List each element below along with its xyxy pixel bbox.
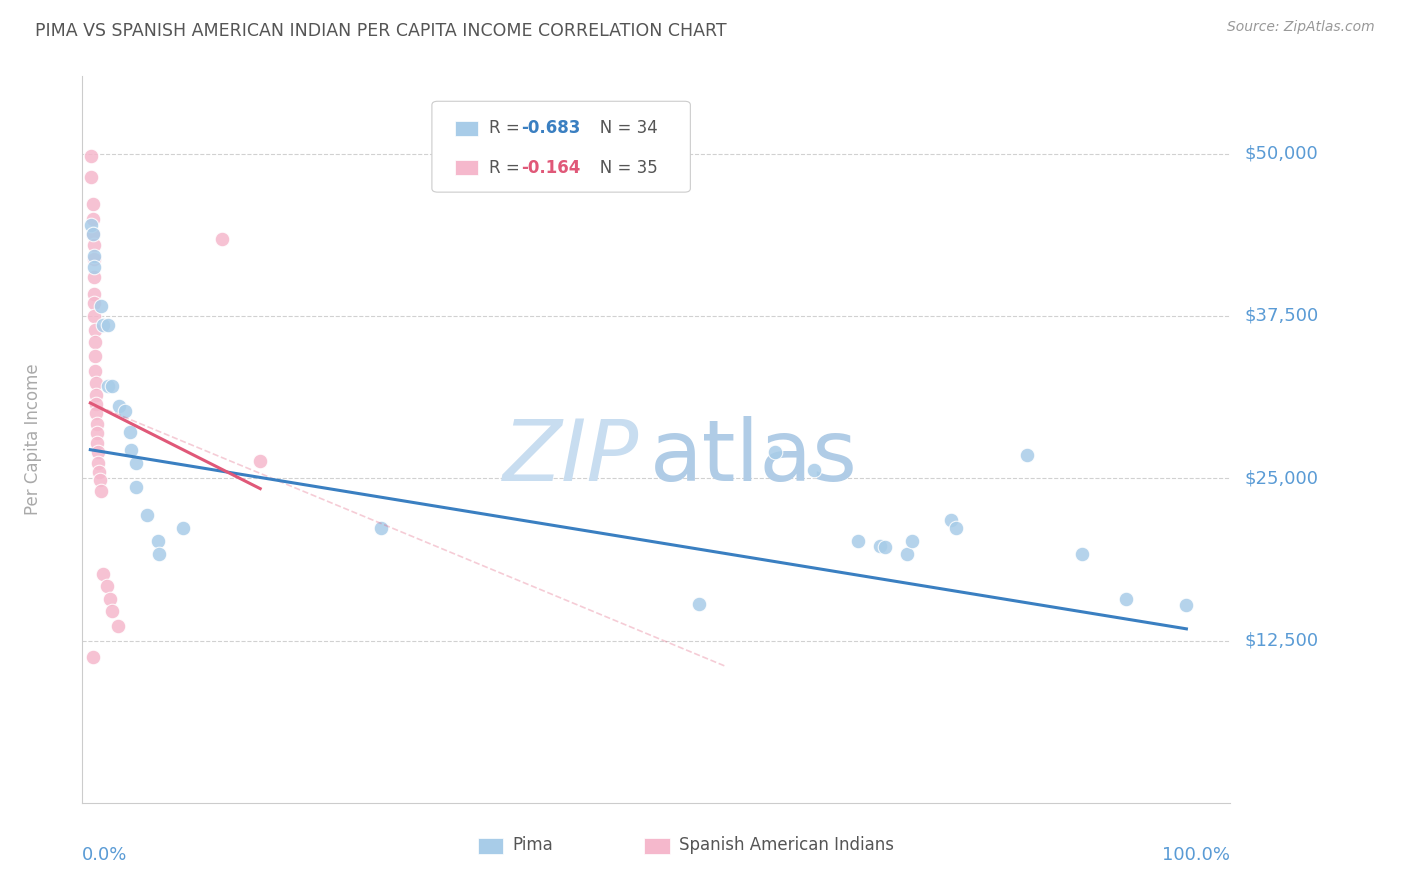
- Point: [83, 334, 105, 349]
- Text: 100.0%: 100.0%: [1163, 847, 1230, 864]
- Text: N = 35: N = 35: [583, 159, 657, 177]
- Point: [87, 465, 110, 479]
- Point: [846, 533, 869, 548]
- Point: [93, 318, 115, 332]
- Point: [125, 456, 148, 470]
- Point: [86, 417, 108, 431]
- Text: R =: R =: [489, 159, 526, 177]
- FancyBboxPatch shape: [432, 102, 690, 192]
- Point: [82, 227, 104, 242]
- Point: [148, 547, 170, 561]
- Point: [1175, 599, 1198, 613]
- Point: [86, 425, 108, 440]
- Text: N = 34: N = 34: [583, 120, 657, 137]
- Point: [945, 520, 967, 534]
- Point: [97, 379, 120, 393]
- Point: [148, 533, 170, 548]
- Text: PIMA VS SPANISH AMERICAN INDIAN PER CAPITA INCOME CORRELATION CHART: PIMA VS SPANISH AMERICAN INDIAN PER CAPI…: [35, 22, 727, 40]
- Point: [83, 296, 105, 310]
- Point: [82, 650, 104, 665]
- FancyBboxPatch shape: [478, 838, 503, 854]
- Point: [1071, 547, 1094, 561]
- Point: [688, 597, 710, 611]
- Point: [108, 399, 131, 413]
- Point: [84, 388, 107, 402]
- Point: [83, 237, 105, 252]
- Point: [101, 379, 124, 393]
- Point: [114, 403, 136, 417]
- Point: [86, 436, 108, 450]
- Point: [83, 260, 105, 274]
- Point: [370, 520, 392, 534]
- Text: Pima: Pima: [512, 836, 553, 854]
- Point: [82, 197, 104, 211]
- Text: 0.0%: 0.0%: [82, 847, 127, 864]
- Point: [93, 567, 115, 582]
- Point: [83, 270, 105, 285]
- Point: [80, 170, 103, 185]
- Point: [939, 513, 962, 527]
- Point: [101, 604, 124, 618]
- Point: [83, 323, 105, 337]
- Point: [896, 547, 918, 561]
- Point: [84, 397, 107, 411]
- Point: [80, 218, 103, 232]
- Point: [97, 318, 120, 332]
- Point: [249, 454, 271, 468]
- Text: R =: R =: [489, 120, 526, 137]
- Point: [83, 286, 105, 301]
- Text: atlas: atlas: [650, 416, 858, 499]
- Point: [1115, 592, 1137, 607]
- Point: [83, 349, 105, 363]
- Point: [90, 484, 112, 499]
- Point: [82, 211, 104, 226]
- Point: [873, 540, 896, 554]
- Point: [83, 363, 105, 377]
- Point: [869, 539, 891, 553]
- Point: [136, 508, 159, 522]
- Text: $50,000: $50,000: [1244, 145, 1317, 162]
- Point: [90, 299, 112, 313]
- Text: Per Capita Income: Per Capita Income: [24, 364, 42, 515]
- Point: [87, 456, 110, 470]
- Text: -0.683: -0.683: [522, 120, 581, 137]
- Point: [96, 579, 118, 593]
- Point: [98, 592, 121, 607]
- Point: [87, 445, 110, 459]
- Point: [901, 533, 924, 548]
- FancyBboxPatch shape: [644, 838, 669, 854]
- Text: Spanish American Indians: Spanish American Indians: [679, 836, 894, 854]
- Point: [83, 309, 105, 323]
- Point: [211, 232, 233, 246]
- Text: -0.164: -0.164: [522, 159, 581, 177]
- Point: [803, 463, 825, 477]
- Point: [763, 445, 786, 459]
- Text: $37,500: $37,500: [1244, 307, 1319, 325]
- Text: ZIP: ZIP: [502, 416, 638, 499]
- Point: [84, 406, 107, 420]
- Point: [173, 520, 195, 534]
- Point: [125, 480, 148, 494]
- Point: [84, 376, 107, 391]
- Point: [107, 619, 129, 633]
- Point: [80, 149, 103, 163]
- Text: $25,000: $25,000: [1244, 469, 1319, 487]
- Point: [120, 442, 142, 457]
- Point: [82, 227, 104, 242]
- Point: [118, 425, 141, 439]
- Text: Source: ZipAtlas.com: Source: ZipAtlas.com: [1227, 20, 1375, 34]
- Text: $12,500: $12,500: [1244, 632, 1319, 649]
- FancyBboxPatch shape: [456, 121, 478, 136]
- Point: [89, 473, 111, 487]
- FancyBboxPatch shape: [456, 161, 478, 175]
- Point: [83, 249, 105, 263]
- Point: [83, 252, 105, 266]
- Point: [1017, 448, 1039, 462]
